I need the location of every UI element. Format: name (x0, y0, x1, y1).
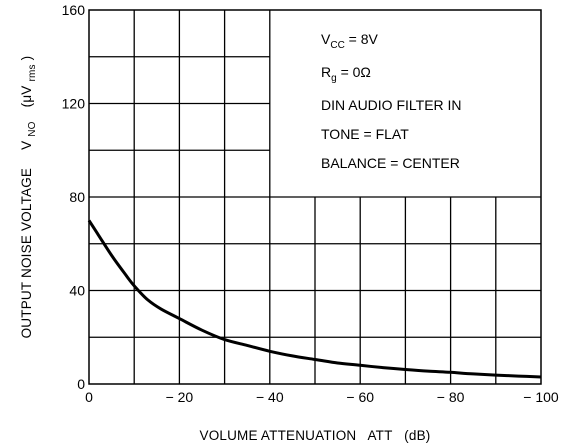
y-tick-label: 160 (62, 2, 86, 18)
annotation-line: VCC = 8V (321, 31, 379, 51)
x-tick-label: − 80 (437, 389, 465, 405)
y-tick-label: 40 (69, 283, 85, 299)
plot-frame (88, 9, 542, 385)
y-axis-unit-open: (μV (19, 85, 34, 107)
x-axis-title: VOLUME ATTENUATION ATT (dB) (200, 428, 431, 443)
y-axis-unit-close: ) (19, 56, 34, 61)
series-line (87, 219, 542, 379)
grid (89, 10, 541, 384)
y-tick-label: 80 (69, 189, 85, 205)
y-tick-label: 0 (77, 376, 85, 392)
annotation-line: DIN AUDIO FILTER IN (321, 97, 462, 113)
x-tick-label: 0 (85, 389, 93, 405)
y-axis-symbol-sub: NO (27, 121, 38, 136)
annotation-line: TONE = FLAT (321, 126, 409, 142)
y-axis-title: OUTPUT NOISE VOLTAGE V NO (μV rms ) (19, 56, 38, 339)
annotation-line: BALANCE = CENTER (321, 155, 460, 171)
x-tick-label: − 100 (523, 389, 559, 405)
x-tick-label: − 20 (166, 389, 194, 405)
annotation-line: Rg = 0Ω (321, 64, 371, 84)
y-axis-symbol: V (19, 141, 34, 150)
x-tick-label: − 60 (346, 389, 374, 405)
annotation-text: VCC = 8V Rg = 0Ω DIN AUDIO FILTER IN TONE =… (321, 31, 462, 171)
y-tick-label: 120 (62, 96, 86, 112)
x-tick-label: − 40 (256, 389, 284, 405)
tick-labels: 0 − 20 − 40 − 60 − 80 − 100 0 40 80 120 160 (62, 2, 559, 405)
annotation-box-bg (271, 10, 541, 196)
y-axis-unit-sub: rms (27, 64, 38, 81)
y-axis-title-main: OUTPUT NOISE VOLTAGE (19, 168, 34, 339)
